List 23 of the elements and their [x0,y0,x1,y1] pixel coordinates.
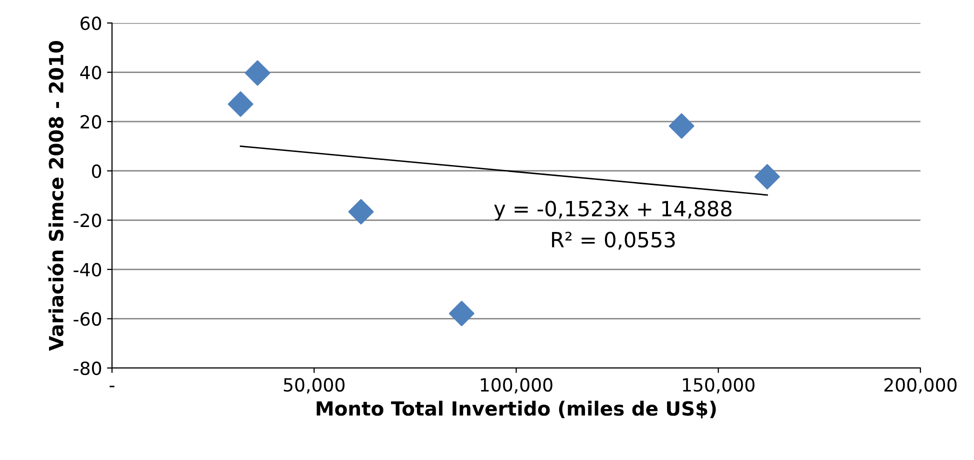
x-axis-title: Monto Total Invertido (miles de US$) [316,400,716,418]
y-tick-label: -40 [74,262,102,277]
y-tick-label: -80 [74,361,102,376]
y-axis-title: Variación Simce 2008 - 2010 [48,40,64,351]
x-tick-label: - [110,386,114,388]
point [754,164,780,190]
point [668,113,694,139]
x-tick-label: 50,000 [284,378,345,394]
x-tick-label: 150,000 [682,378,754,394]
y-tick-label: 40 [80,66,102,80]
x-tick-label: 200,000 [884,378,957,394]
y-tick-label: -20 [74,214,102,228]
y-tick-label: -60 [74,312,102,326]
x-tick-label: 100,000 [480,378,552,394]
point [228,91,254,117]
y-tick-label: 60 [80,16,102,30]
point [448,300,474,326]
y-tick-label: 20 [80,115,102,129]
point [348,199,374,224]
annotation: R² = 0,0553 [552,232,675,250]
point [244,60,270,86]
y-tick-label: 0 [92,164,102,178]
annotation: y = -0,1523x + 14,888 [494,200,732,221]
